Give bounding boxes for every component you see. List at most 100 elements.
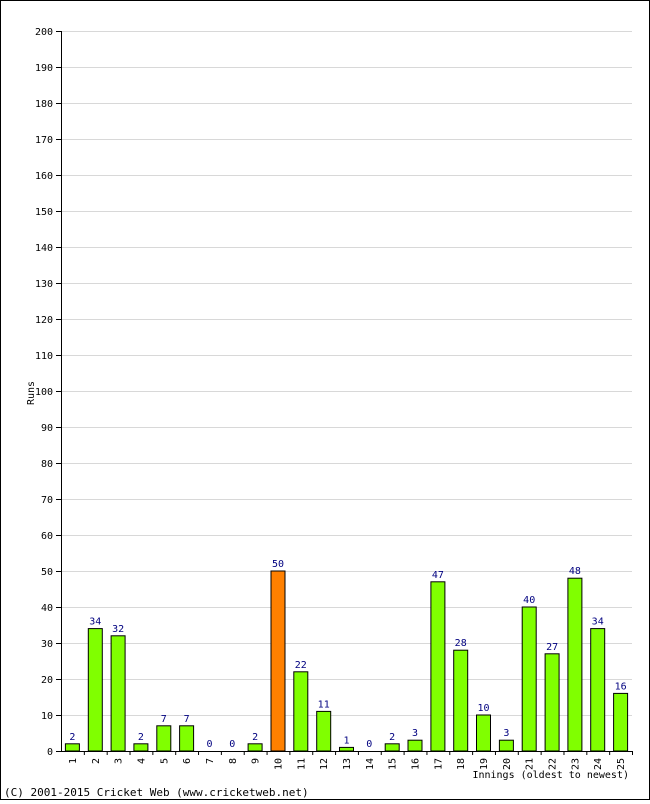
x-tick-label: 23 (570, 758, 581, 770)
y-tick-label: 80 (41, 459, 53, 470)
y-tick-label: 60 (41, 531, 53, 542)
data-label: 11 (318, 699, 330, 710)
data-label: 34 (89, 617, 101, 628)
bar (567, 577, 583, 752)
x-tick-label: 21 (525, 758, 536, 770)
x-tick-label: 19 (479, 758, 490, 770)
data-label: 7 (161, 714, 167, 725)
data-label: 48 (569, 566, 581, 577)
y-tick-label: 10 (41, 711, 53, 722)
bar (430, 581, 446, 752)
y-tick-label: 50 (41, 567, 53, 578)
y-tick-label: 90 (41, 423, 53, 434)
grid-lines (61, 31, 632, 716)
data-label: 28 (455, 638, 467, 649)
data-label: 0 (229, 739, 235, 750)
y-tick-label: 20 (41, 675, 53, 686)
x-tick-label: 25 (616, 758, 627, 770)
x-tick-label: 6 (182, 758, 193, 764)
y-tick-labels: 0 10 20 30 40 50 60 70 80 90 100 110 120 130 140 150 160… (35, 27, 61, 758)
data-label: 3 (412, 728, 418, 739)
bar (64, 743, 80, 752)
data-label: 1 (343, 735, 349, 746)
y-tick-label: 0 (47, 747, 53, 758)
y-tick-label: 70 (41, 495, 53, 506)
x-tick-label: 7 (205, 758, 216, 764)
bar (179, 725, 195, 752)
bar (498, 739, 514, 752)
y-tick-label: 110 (35, 351, 53, 362)
bar (544, 653, 560, 752)
data-label: 27 (546, 642, 558, 653)
y-tick-label: 190 (35, 63, 53, 74)
data-label: 34 (592, 617, 604, 628)
bar (316, 710, 332, 752)
bar (156, 725, 172, 752)
x-tick-label: 10 (274, 758, 285, 770)
y-tick-label: 120 (35, 315, 53, 326)
x-tick-label: 1 (68, 758, 79, 764)
data-label: 0 (366, 739, 372, 750)
data-label: 2 (138, 732, 144, 743)
bar (133, 743, 149, 752)
x-tick-label: 14 (365, 758, 376, 770)
bar (384, 743, 400, 752)
data-label: 32 (112, 624, 124, 635)
x-tick-label: 8 (228, 758, 239, 764)
y-tick-label: 170 (35, 135, 53, 146)
y-tick-label: 130 (35, 279, 53, 290)
bar (293, 671, 309, 752)
bar (453, 649, 469, 752)
x-tick-label: 20 (502, 758, 513, 770)
data-label: 2 (389, 732, 395, 743)
y-tick-label: 100 (35, 387, 53, 398)
x-tick-label: 13 (342, 758, 353, 770)
x-tick-label: 12 (319, 758, 330, 770)
x-tick-label: 9 (251, 758, 262, 764)
x-tick-label: 15 (388, 758, 399, 770)
y-tick-label: 40 (41, 603, 53, 614)
bar (613, 692, 629, 752)
y-tick-label: 150 (35, 207, 53, 218)
bar (476, 714, 491, 752)
data-label: 50 (272, 559, 284, 570)
copyright-notice: (C) 2001-2015 Cricket Web (www.cricketwe… (4, 786, 309, 799)
y-tick-label: 30 (41, 639, 53, 650)
data-label: 47 (432, 570, 444, 581)
data-label: 2 (69, 732, 75, 743)
y-tick-label: 140 (35, 243, 53, 254)
bar (247, 743, 263, 752)
bar (270, 570, 286, 752)
bar (110, 635, 126, 752)
bars (64, 570, 629, 752)
y-tick-label: 160 (35, 171, 53, 182)
data-label: 0 (206, 739, 212, 750)
data-label: 22 (295, 660, 307, 671)
x-tick-label: 18 (456, 758, 467, 770)
x-tick-label: 24 (593, 758, 604, 770)
bar (590, 628, 606, 752)
x-tick-label: 4 (136, 758, 147, 764)
x-tick-label: 17 (433, 758, 444, 770)
y-axis-title: Runs (26, 381, 37, 405)
x-tick-label: 5 (159, 758, 170, 764)
data-label: 2 (252, 732, 258, 743)
x-tick-label: 11 (296, 758, 307, 770)
data-label: 16 (615, 681, 627, 692)
data-label: 40 (523, 595, 535, 606)
x-axis-title: Innings (oldest to newest) (472, 770, 629, 781)
y-tick-label: 200 (35, 27, 53, 38)
bar (87, 628, 103, 752)
bar (521, 606, 537, 752)
bar (339, 746, 354, 752)
x-tick-label: 22 (548, 758, 559, 770)
y-tick-label: 180 (35, 99, 53, 110)
data-label: 7 (184, 714, 190, 725)
x-tick-label: 16 (411, 758, 422, 770)
x-tick-labels: 1 2 3 4 5 6 7 8 9 10 11 12 13 14 15 16 17 18 19 20 21 22 23 24 2… (68, 751, 633, 770)
x-tick-label: 3 (114, 758, 125, 764)
data-label: 10 (477, 703, 489, 714)
